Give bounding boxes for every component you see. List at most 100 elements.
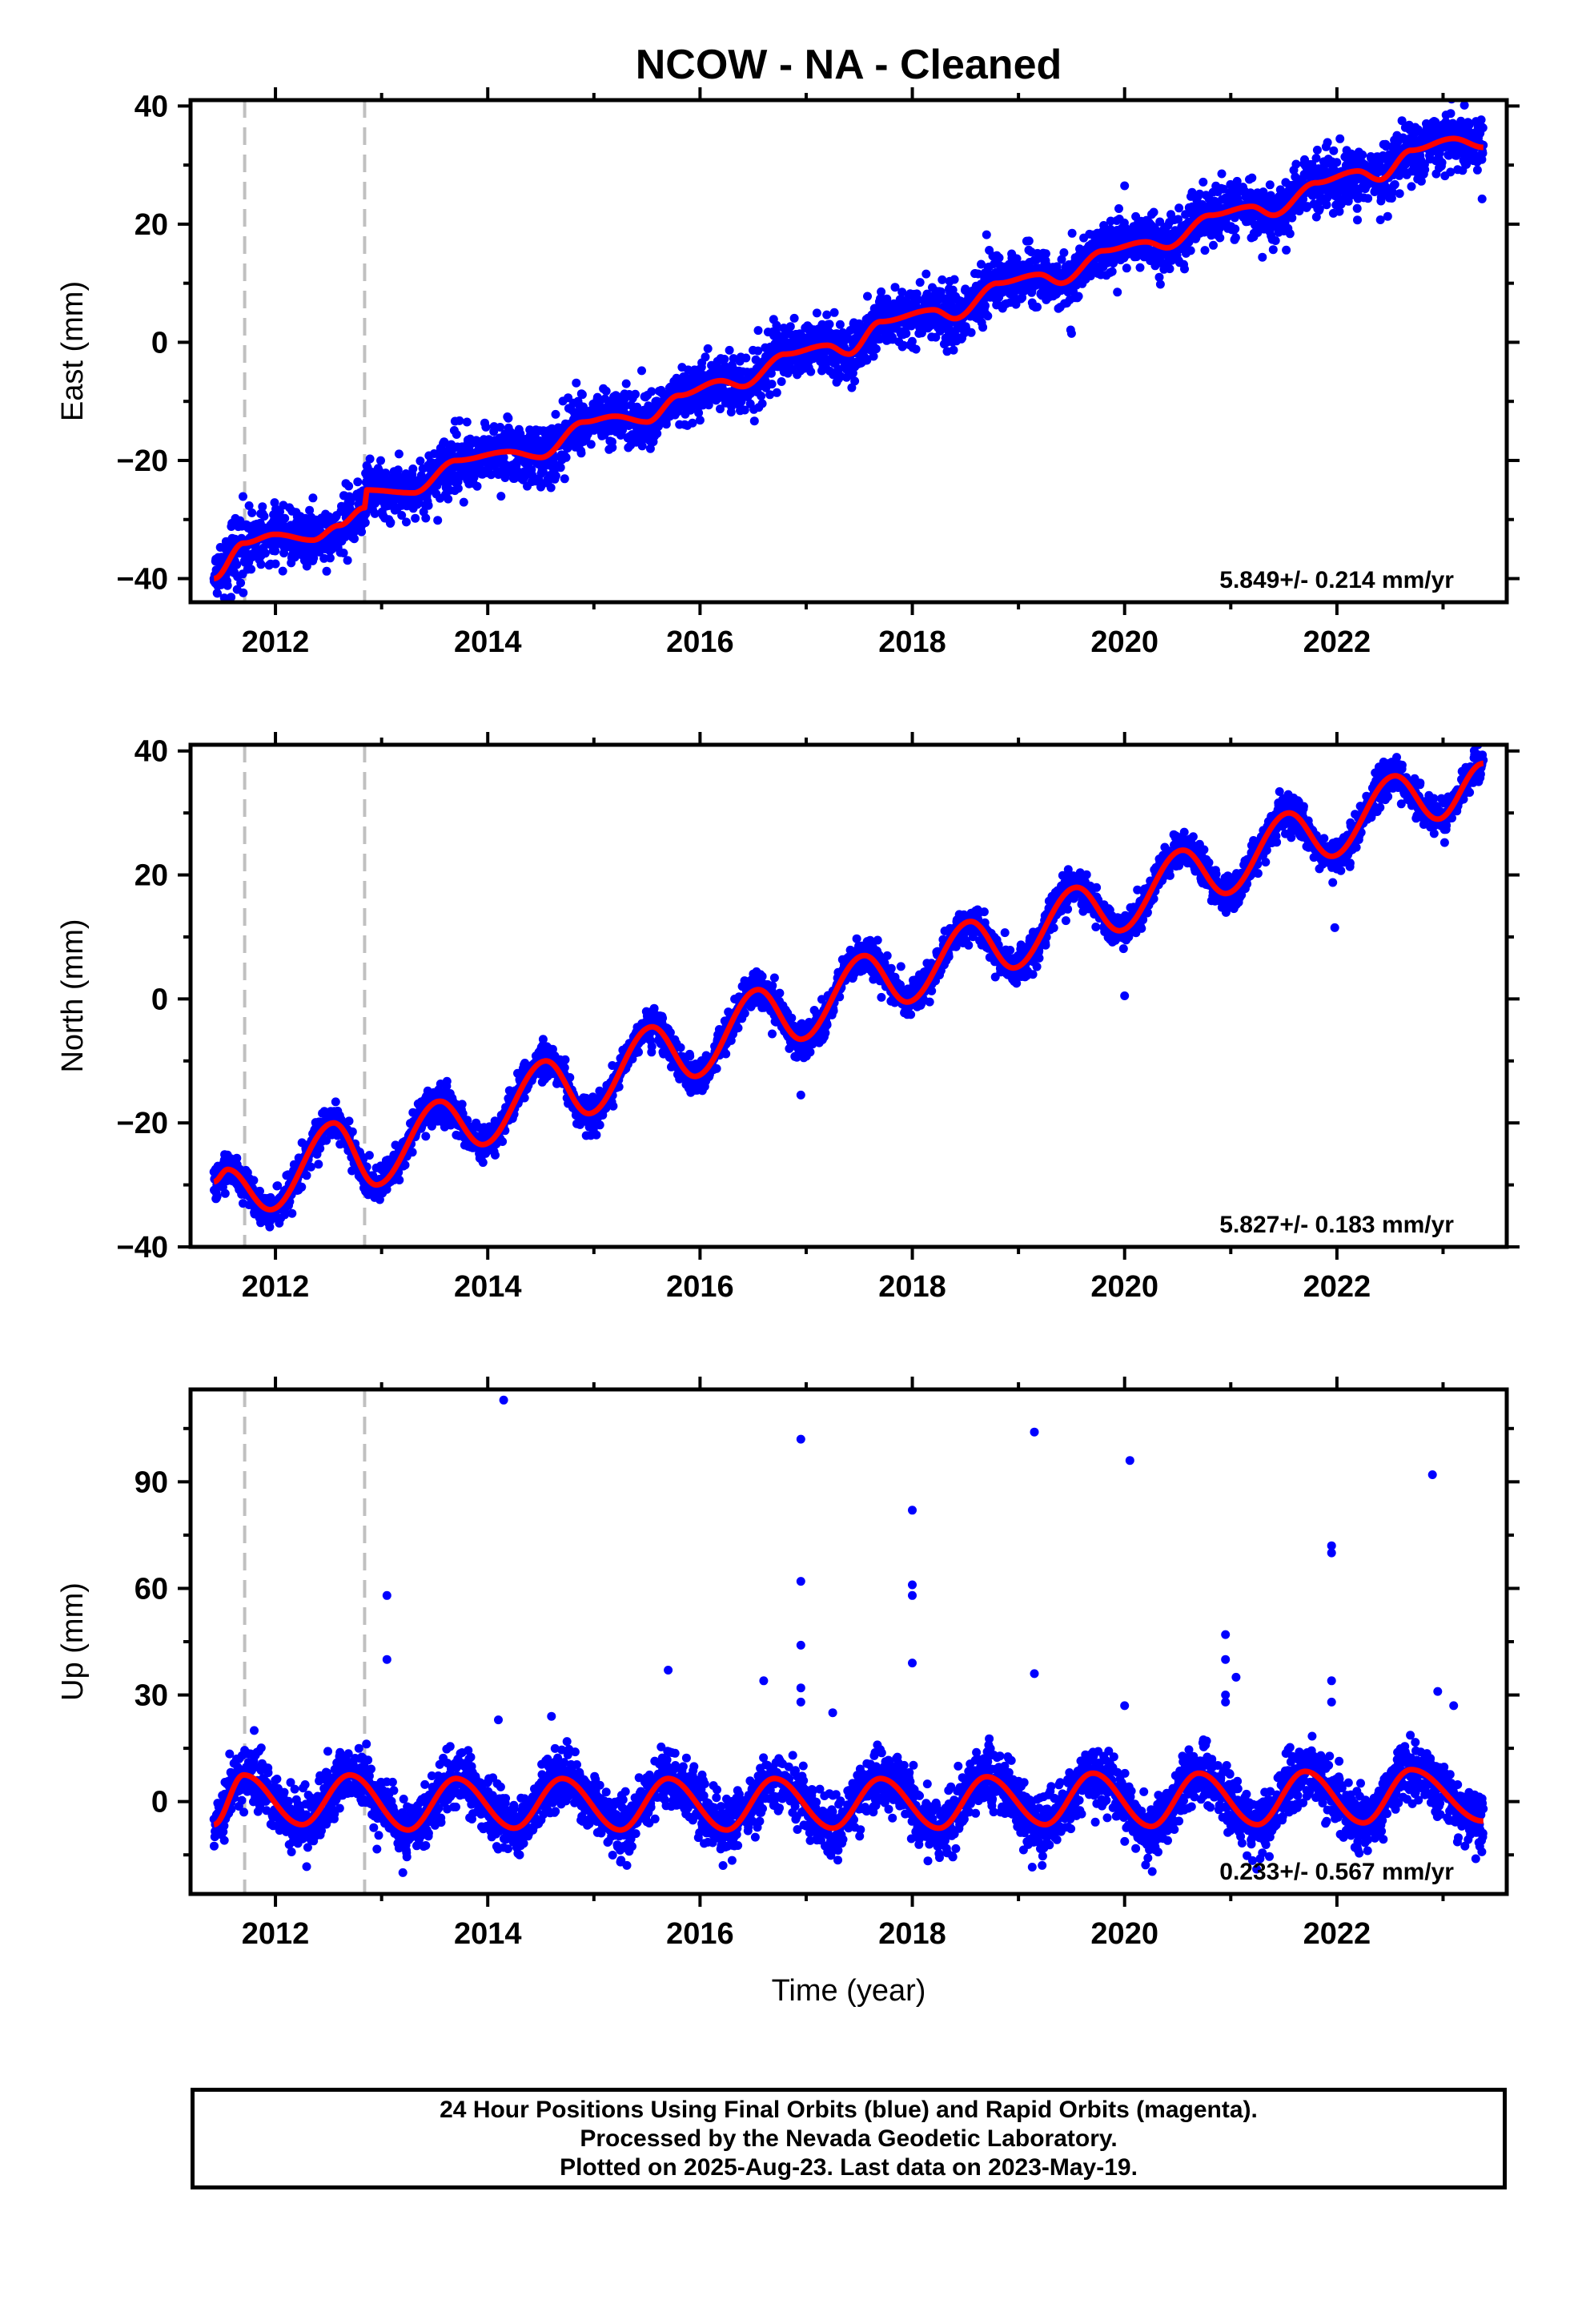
east-data-point (1478, 123, 1488, 133)
east-data-point (350, 534, 359, 544)
east-data-point (688, 418, 697, 428)
east-data-point (394, 449, 404, 459)
east-data-point (652, 428, 662, 438)
east-x-tick-label: 2012 (242, 625, 310, 659)
east-data-point (365, 454, 375, 464)
east-data-point (236, 578, 246, 588)
east-data-point (621, 379, 631, 388)
east-x-tick-label: 2022 (1303, 625, 1371, 659)
east-data-point (280, 513, 290, 523)
east-data-point (1059, 248, 1069, 257)
east-data-point (271, 546, 280, 556)
east-data-point (1074, 292, 1083, 301)
east-data-point (411, 513, 420, 523)
north-data-point (249, 1176, 259, 1185)
east-data-point (397, 511, 407, 520)
east-points (209, 100, 1488, 602)
east-data-point (433, 516, 443, 525)
east-data-point (469, 472, 479, 482)
east-data-point (863, 292, 872, 301)
east-data-point (556, 463, 565, 472)
east-x-tick-label: 2020 (1090, 625, 1158, 659)
east-data-point (661, 420, 671, 429)
east-data-point (1285, 229, 1295, 239)
north-data-point (344, 1116, 354, 1126)
east-data-point (772, 320, 781, 330)
east-data-point (1217, 169, 1227, 179)
east-data-point (725, 345, 734, 355)
east-data-point (551, 409, 560, 419)
north-data-point (408, 1148, 417, 1157)
east-data-point (551, 471, 560, 480)
east-outlier-point (1066, 328, 1076, 338)
east-data-point (472, 481, 482, 491)
east-data-point (1174, 203, 1184, 213)
east-data-point (645, 444, 655, 453)
east-data-point (244, 501, 254, 510)
east-data-point (716, 404, 725, 414)
east-y-tick-label: 20 (135, 208, 168, 242)
east-data-point (757, 399, 767, 408)
east-data-point (1271, 236, 1280, 245)
east-data-point (421, 513, 431, 523)
east-data-point (806, 367, 816, 376)
east-data-point (429, 449, 439, 458)
east-data-point (1420, 165, 1430, 175)
east-data-point (343, 556, 352, 565)
east-y-tick-label: −40 (117, 562, 168, 596)
chart-title: NCOW - NA - Cleaned (636, 42, 1062, 88)
east-data-point (260, 549, 270, 558)
east-data-point (416, 471, 426, 480)
east-data-point (459, 497, 468, 507)
east-rate-label: 5.849+/- 0.214 mm/yr (1219, 567, 1454, 593)
north-data-point (395, 1176, 404, 1184)
east-data-point (1407, 182, 1416, 191)
east-data-point (1180, 264, 1189, 274)
east-data-point (915, 278, 925, 287)
east-data-point (1390, 179, 1399, 189)
east-data-point (546, 483, 556, 493)
north-data-point (400, 1160, 410, 1170)
east-data-point (258, 502, 267, 512)
east-data-point (239, 588, 248, 597)
east-data-point (361, 509, 371, 518)
east-data-point (1478, 148, 1488, 158)
east-data-point (704, 400, 713, 410)
east-data-point (357, 527, 367, 537)
east-data-point (772, 388, 781, 397)
east-data-point (496, 423, 505, 432)
east-data-point (353, 477, 363, 487)
north-data-point (478, 1158, 488, 1168)
east-data-point (322, 566, 331, 576)
east-data-point (1199, 177, 1208, 187)
east-data-point (223, 581, 232, 590)
east-data-point (325, 553, 335, 563)
east-data-point (921, 269, 931, 279)
east-data-point (1122, 263, 1131, 273)
east-data-point (481, 422, 491, 432)
east-data-point (1209, 240, 1218, 250)
east-data-point (1332, 158, 1342, 167)
east-data-point (1135, 263, 1145, 272)
east-data-point (462, 417, 472, 427)
east-data-point (455, 416, 464, 425)
east-data-point (740, 405, 749, 415)
east-data-point (386, 517, 396, 527)
east-data-point (825, 320, 834, 329)
east-data-point (424, 501, 433, 510)
east-data-point (901, 329, 911, 338)
east-data-point (601, 386, 611, 396)
east-data-point (586, 440, 596, 449)
east-panel: 2012 2014 2016 2018 2020 2022−40−2002040East … (56, 87, 1520, 659)
east-data-point (1395, 189, 1404, 199)
east-data-point (227, 593, 236, 602)
east-data-point (822, 310, 832, 320)
north-data-point (331, 1097, 340, 1107)
east-data-point (1265, 180, 1275, 190)
east-data-point (1041, 249, 1050, 259)
east-data-point (1437, 158, 1447, 167)
east-data-point (1352, 203, 1362, 213)
north-data-point (442, 1076, 452, 1086)
east-data-point (1460, 100, 1469, 110)
east-data-point (309, 553, 319, 563)
